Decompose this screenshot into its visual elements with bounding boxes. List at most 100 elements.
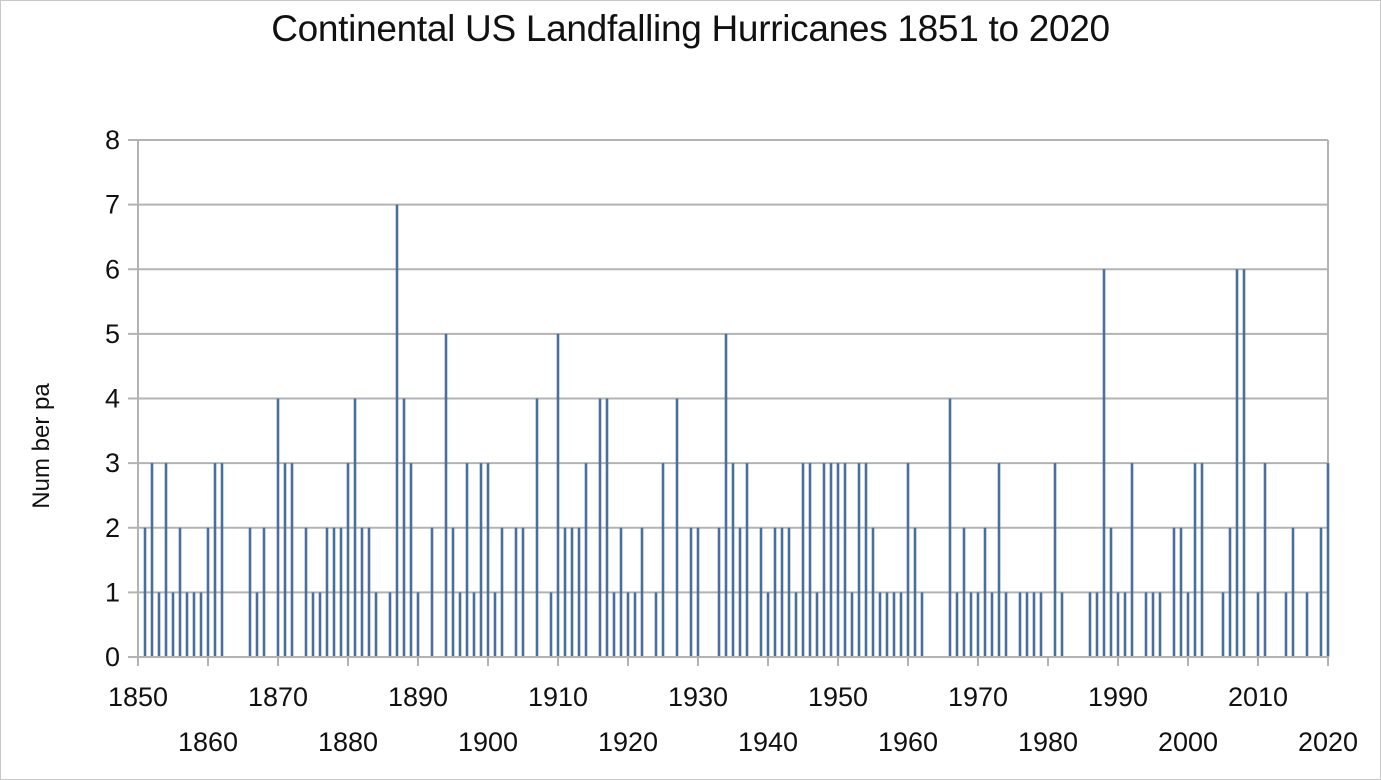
bar-1951 [843, 463, 847, 658]
bar-2005 [1221, 592, 1225, 658]
bar-1894 [444, 333, 448, 658]
bar-1934 [724, 333, 728, 658]
bar-1871 [283, 463, 287, 658]
bar-1907 [535, 398, 539, 657]
bar-1917 [605, 398, 609, 657]
bar-1996 [1158, 592, 1162, 658]
bar-1887 [395, 204, 399, 658]
x-tick-label: 1910 [528, 682, 588, 712]
bar-1933 [717, 527, 721, 657]
bar-1959 [899, 592, 903, 658]
bar-1919 [619, 527, 623, 657]
bar-1877 [325, 527, 329, 657]
bar-1899 [479, 463, 483, 658]
bar-1977 [1025, 592, 1029, 658]
bar-1940 [766, 592, 770, 658]
bar-1953 [857, 463, 861, 658]
bar-1902 [500, 527, 504, 657]
axes [128, 139, 1329, 666]
bar-2019 [1319, 527, 1323, 657]
bar-1973 [997, 463, 1001, 658]
bar-1870 [276, 398, 280, 657]
bar-1874 [304, 527, 308, 657]
y-tick-label: 2 [105, 513, 120, 543]
bar-1966 [948, 398, 952, 657]
bar-1913 [577, 527, 581, 657]
bar-1879 [339, 527, 343, 657]
bar-1857 [185, 592, 189, 658]
bar-2014 [1284, 592, 1288, 658]
x-tick-label: 1990 [1088, 682, 1148, 712]
bar-1969 [969, 592, 973, 658]
bar-1945 [801, 463, 805, 658]
bar-1939 [759, 527, 763, 657]
chart-title: Continental US Landfalling Hurricanes 18… [271, 8, 1110, 49]
y-tick-label: 3 [105, 448, 120, 478]
bar-1924 [654, 592, 658, 658]
bar-1988 [1102, 269, 1106, 657]
bar-1972 [990, 592, 994, 658]
bar-1949 [829, 463, 833, 658]
bar-1925 [661, 463, 665, 658]
bar-1883 [367, 527, 371, 657]
bar-2007 [1235, 269, 1239, 657]
bar-1867 [255, 592, 259, 658]
x-tick-label: 1870 [248, 682, 308, 712]
bar-1920 [626, 592, 630, 658]
bar-1960 [906, 463, 910, 658]
bar-1958 [892, 592, 896, 658]
bar-1900 [486, 463, 490, 658]
bar-2017 [1305, 592, 1309, 658]
bar-1851 [143, 527, 147, 657]
bar-1990 [1116, 592, 1120, 658]
bar-1942 [780, 527, 784, 657]
y-tick-label: 1 [105, 577, 120, 607]
bar-1976 [1018, 592, 1022, 658]
bar-1855 [171, 592, 175, 658]
x-tick-label: 1940 [738, 727, 798, 757]
bar-1967 [955, 592, 959, 658]
bar-1978 [1032, 592, 1036, 658]
x-tick-label: 1970 [948, 682, 1008, 712]
bar-1999 [1179, 527, 1183, 657]
bar-1912 [570, 527, 574, 657]
bar-1937 [745, 463, 749, 658]
bar-1948 [822, 463, 826, 658]
bar-1910 [556, 333, 560, 658]
bar-1872 [290, 463, 294, 658]
bar-1998 [1172, 527, 1176, 657]
bar-1992 [1130, 463, 1134, 658]
bar-1892 [430, 527, 434, 657]
bar-1987 [1095, 592, 1099, 658]
x-tick-label: 2020 [1298, 727, 1358, 757]
bar-1896 [458, 592, 462, 658]
y-tick-label: 4 [105, 384, 120, 414]
bar-1889 [409, 463, 413, 658]
bar-1968 [962, 527, 966, 657]
bar-1955 [871, 527, 875, 657]
x-tick-label: 1980 [1018, 727, 1078, 757]
bar-1971 [983, 527, 987, 657]
bar-1974 [1004, 592, 1008, 658]
bar-1922 [640, 527, 644, 657]
bar-1858 [192, 592, 196, 658]
bar-1904 [514, 527, 518, 657]
bar-1905 [521, 527, 525, 657]
bar-1961 [913, 527, 917, 657]
bars [143, 204, 1330, 658]
bar-1982 [1060, 592, 1064, 658]
x-tick-label: 2010 [1228, 682, 1288, 712]
bar-1930 [696, 527, 700, 657]
bar-2001 [1193, 463, 1197, 658]
x-tick-label: 1950 [808, 682, 868, 712]
bar-1880 [346, 463, 350, 658]
bar-1898 [472, 592, 476, 658]
bar-1878 [332, 527, 336, 657]
bar-1956 [878, 592, 882, 658]
bar-1979 [1039, 592, 1043, 658]
x-tick-label: 1860 [178, 727, 238, 757]
y-tick-label: 8 [105, 125, 120, 155]
bar-2000 [1186, 592, 1190, 658]
bar-1852 [150, 463, 154, 658]
